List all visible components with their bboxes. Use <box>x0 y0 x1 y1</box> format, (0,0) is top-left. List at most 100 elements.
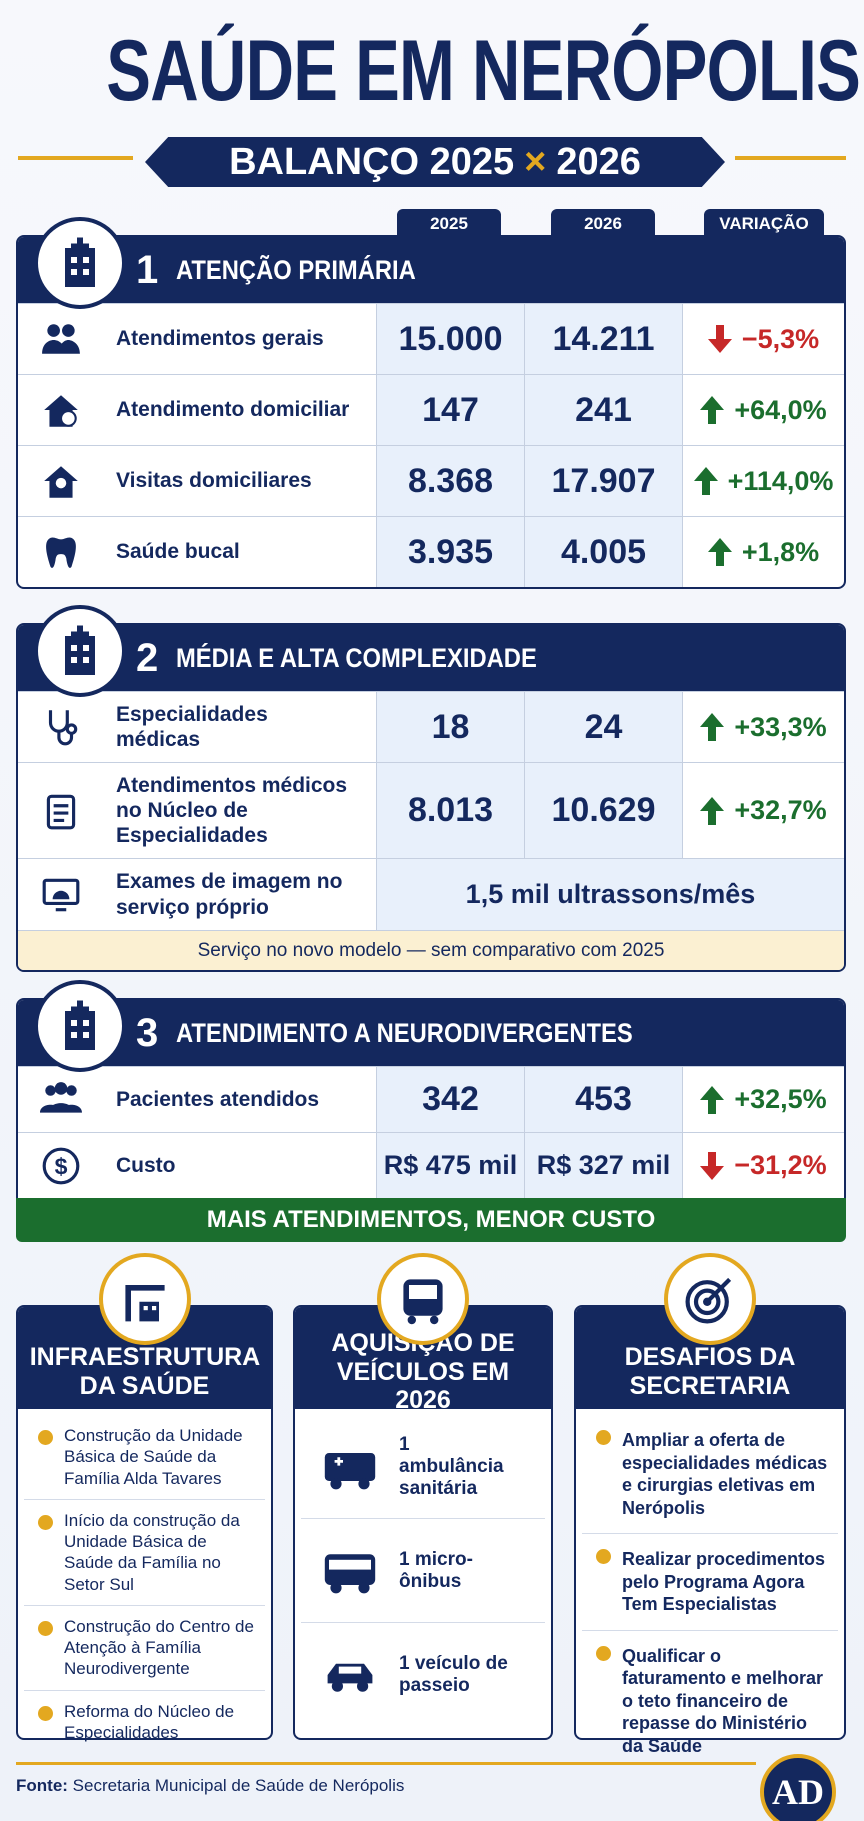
variation-text: +114,0% <box>727 465 834 496</box>
variation: +114,0% <box>682 446 844 516</box>
merged-value: 1,5 mil ultrassons/mês <box>376 859 844 930</box>
variation-text: −31,2% <box>734 1150 827 1180</box>
section-icon-circle <box>34 980 126 1072</box>
row-label-text: Visitas domiciliares <box>116 469 312 493</box>
vehicle-text: 1 veículo de passeio <box>399 1653 508 1696</box>
table-row: Atendimento domiciliar 147 241 +64,0% <box>18 374 844 445</box>
value-2025: 8.368 <box>376 446 524 516</box>
card-item: Construção do Centro de Atenção à Famíli… <box>24 1606 265 1691</box>
icon: $ <box>42 1147 80 1184</box>
value-2026: 10.629 <box>524 763 682 858</box>
row-label: Pacientes atendidos <box>18 1067 376 1132</box>
icon <box>42 324 80 354</box>
table-row: Exames de imagem no serviço próprio 1,5 m… <box>18 858 844 930</box>
row-label: Visitas domiciliares <box>18 446 376 516</box>
row-label: Atendimentos gerais <box>18 304 376 374</box>
icon <box>44 466 78 498</box>
section-icon <box>65 237 95 287</box>
card-item: Construção da Unidade Básica de Saúde da… <box>24 1415 265 1500</box>
value-2026: 453 <box>524 1067 682 1132</box>
section: 2 MÉDIA E ALTA COMPLEXIDADE Especialidades… <box>16 605 846 972</box>
row-label-text: Atendimento domiciliar <box>116 398 350 422</box>
value-2026: 4.005 <box>524 517 682 587</box>
card-body: 1 ambulância sanitária 1 micro-ônibus 1 ve… <box>295 1409 551 1733</box>
row-label: Especialidades médicas <box>18 692 376 762</box>
icon <box>403 1279 443 1325</box>
bullet <box>596 1549 611 1564</box>
section-title: ATENDIMENTO A NEURODIVERGENTES <box>176 1017 633 1048</box>
source-label: Fonte: <box>16 1776 68 1795</box>
value-2025: 3.935 <box>376 517 524 587</box>
table-row: Especialidades médicas 18 24 +33,3% <box>18 691 844 762</box>
card-body: Ampliar a oferta de especialidades médic… <box>576 1409 844 1777</box>
table-row: Atendimentos médicos no Núcleo de Especi… <box>18 762 844 858</box>
rule <box>18 156 133 160</box>
bullet <box>596 1645 611 1661</box>
vehicle-item: 1 veículo de passeio <box>301 1623 545 1727</box>
card-item-text: Construção do Centro de Atenção à Famíli… <box>64 1616 254 1679</box>
card-item: Reforma do Núcleo de Especialidades <box>24 1691 265 1754</box>
value-2025: 8.013 <box>376 763 524 858</box>
bullet <box>38 1705 53 1721</box>
card-item: Realizar procedimentos pelo Programa Ago… <box>582 1534 838 1631</box>
subtitle-left: BALANÇO 2025 <box>229 140 515 183</box>
row-label-text: Especialidades médicas <box>116 702 268 751</box>
variation: +64,0% <box>682 375 844 445</box>
row-label-text: Atendimentos gerais <box>116 327 324 351</box>
card-item-text: Reforma do Núcleo de Especialidades <box>64 1701 235 1742</box>
card: DESAFIOS DA SECRETARIA Ampliar a oferta d… <box>574 1253 846 1756</box>
value-2026: R$ 327 mil <box>524 1133 682 1198</box>
bullet <box>38 1514 53 1530</box>
bullet <box>38 1430 53 1445</box>
card-body: Construção da Unidade Básica de Saúde da… <box>18 1409 271 1759</box>
row-label-text: Exames de imagem no serviço próprio <box>116 870 343 919</box>
source: Fonte: Secretaria Municipal de Saúde de … <box>16 1776 404 1796</box>
card-item-text: Construção da Unidade Básica de Saúde da… <box>64 1426 243 1488</box>
subtitle-right: 2026 <box>556 140 641 183</box>
section-banner: MAIS ATENDIMENTOS, MENOR CUSTO <box>16 1198 846 1242</box>
rule <box>16 1762 756 1765</box>
arrow <box>707 538 732 566</box>
subtitle: BALANÇO 2025 × 2026 <box>145 137 725 187</box>
variation-text: +32,7% <box>734 795 827 825</box>
arrow <box>707 325 732 353</box>
column-header: 2025 <box>397 209 501 238</box>
card-icon <box>377 1253 469 1345</box>
vehicle-item: 1 ambulância sanitária <box>301 1415 545 1519</box>
value-2025: 342 <box>376 1067 524 1132</box>
bullet <box>596 1430 611 1445</box>
subtitle-separator: × <box>524 140 547 183</box>
source-text: Secretaria Municipal de Saúde de Nerópol… <box>72 1776 405 1795</box>
icon <box>46 537 76 568</box>
card-item-text: Ampliar a oferta de especialidades médic… <box>622 1430 828 1518</box>
logo: AD <box>760 1754 836 1821</box>
icon <box>324 1553 376 1593</box>
row-label-text: Pacientes atendidos <box>116 1087 320 1111</box>
value-2025: R$ 475 mil <box>376 1133 524 1198</box>
variation-text: −5,3% <box>741 323 820 354</box>
icon <box>46 794 76 829</box>
row-label: $ Custo <box>18 1133 376 1198</box>
card-item-text: Realizar procedimentos pelo Programa Ago… <box>622 1549 826 1614</box>
row-label-text: Saúde bucal <box>116 540 240 564</box>
section-number: 2 <box>136 635 159 680</box>
section-icon <box>65 625 95 675</box>
value-2025: 147 <box>376 375 524 445</box>
card: INFRAESTRUTURA DA SAÚDE Construção da Uni… <box>16 1253 273 1742</box>
variation: +33,3% <box>682 692 844 762</box>
card-item-text: Início da construção da Unidade Básica d… <box>64 1510 240 1594</box>
icon <box>124 1285 165 1322</box>
row-label-text: Atendimentos médicos no Núcleo de Especi… <box>116 773 348 848</box>
icon <box>324 1452 376 1489</box>
section-title: ATENÇÃO PRIMÁRIA <box>176 254 416 285</box>
table-row: $ Custo R$ 475 mil R$ 327 mil −31,2% <box>18 1132 844 1198</box>
icon <box>44 395 78 427</box>
value-2026: 14.211 <box>524 304 682 374</box>
variation: −5,3% <box>682 304 844 374</box>
variation-text: +1,8% <box>741 536 820 567</box>
title: SAÚDE EM NERÓPOLIS <box>0 22 864 121</box>
section-header: 2 MÉDIA E ALTA COMPLEXIDADE <box>18 605 844 697</box>
row-label: Atendimento domiciliar <box>18 375 376 445</box>
vehicle-item: 1 micro-ônibus <box>301 1519 545 1623</box>
